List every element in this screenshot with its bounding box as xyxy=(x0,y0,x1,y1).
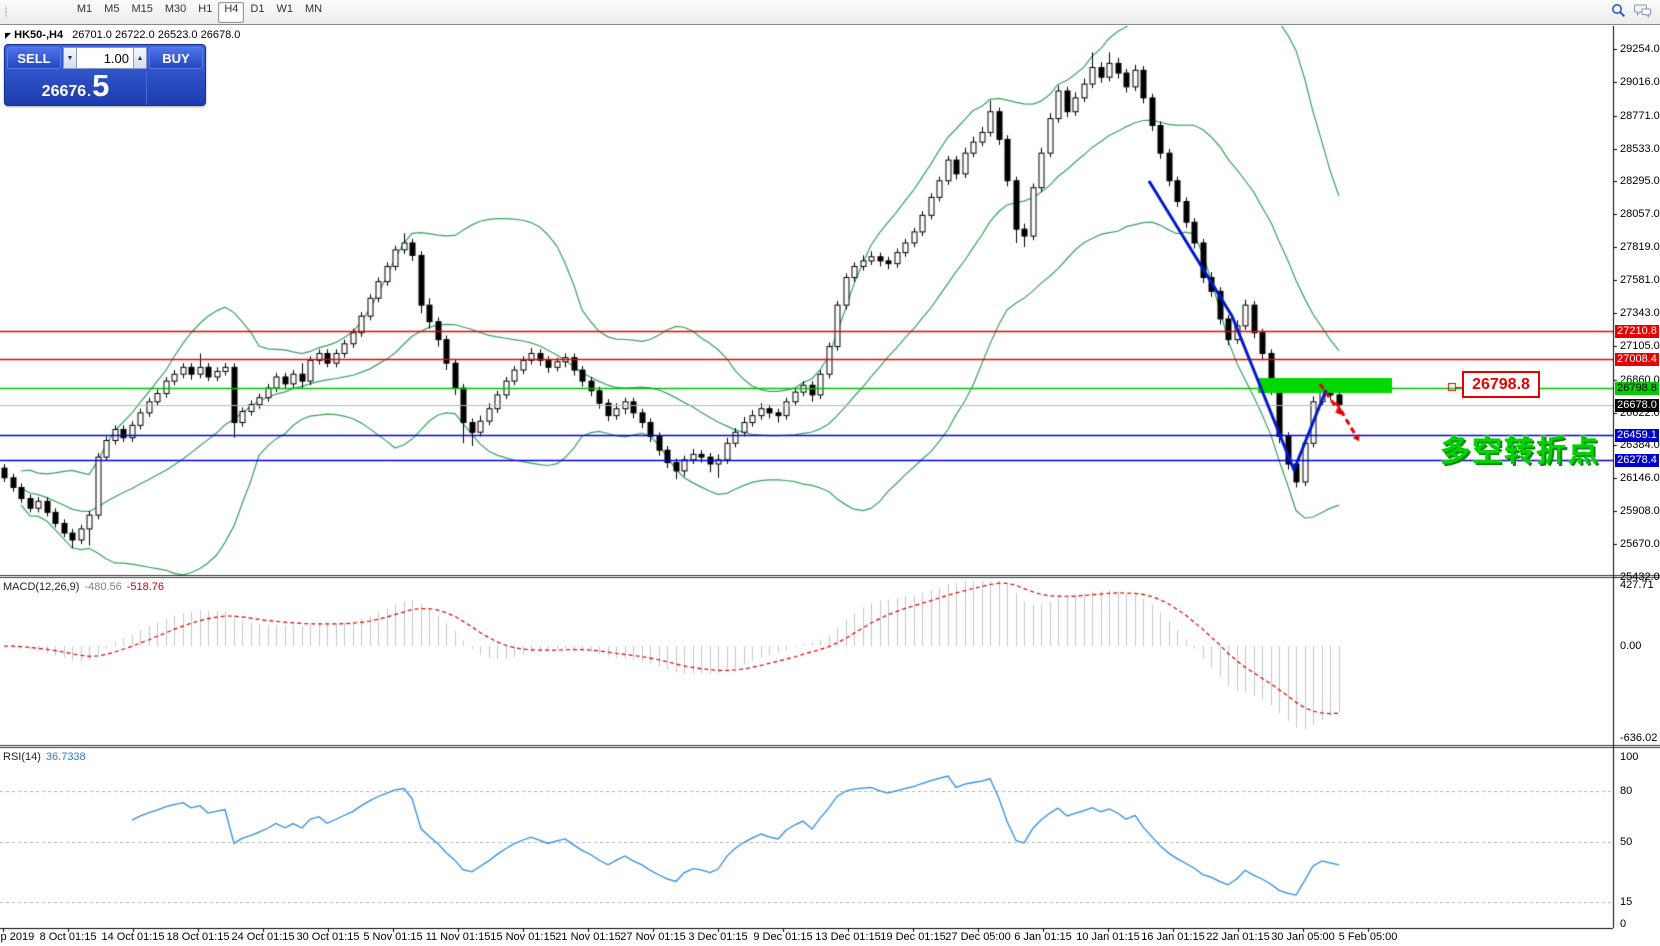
price-tick: 28295.0 xyxy=(1620,175,1660,188)
price-tick: 100 xyxy=(1620,751,1639,763)
timeframe-m1[interactable]: M1 xyxy=(76,2,93,15)
price-tick: 15 xyxy=(1620,895,1633,908)
one-click-trading-panel: SELL ▼ ▲ BUY 26676.5 26689.5 xyxy=(4,44,206,135)
price-tick: 25670.0 xyxy=(1620,538,1660,551)
price-level-label: 27008.4 xyxy=(1615,353,1659,367)
chart-shift-glyph: » xyxy=(7,0,14,1)
price-tick: 28533.0 xyxy=(1620,142,1660,155)
search-icon[interactable] xyxy=(1611,3,1626,21)
time-tick: 21 Nov 01:15 xyxy=(555,931,621,943)
price-tick: -636.02 xyxy=(1620,732,1658,744)
buy-button[interactable]: BUY xyxy=(149,47,203,69)
toolbar-separator xyxy=(5,6,7,18)
price-level-label: 26678.0 xyxy=(1615,398,1659,412)
time-tick: 19 Dec 01:15 xyxy=(880,931,946,943)
time-tick: 27 Dec 05:00 xyxy=(945,931,1011,943)
macd-signal-value: -518.76 xyxy=(126,581,165,593)
volume-input[interactable] xyxy=(77,47,133,69)
time-tick: 9 Dec 01:15 xyxy=(753,931,813,943)
timeframe-m30[interactable]: M30 xyxy=(164,2,187,15)
time-tick: 24 Oct 01:15 xyxy=(231,931,295,943)
price-tick: 27819.0 xyxy=(1620,241,1660,254)
price-tick: 50 xyxy=(1620,836,1633,848)
volume-down-button[interactable]: ▼ xyxy=(63,47,77,69)
close-value: 26678.0 xyxy=(200,29,241,41)
sell-button[interactable]: SELL xyxy=(7,47,61,69)
price-tick: 0 xyxy=(1620,918,1627,930)
volume-up-button[interactable]: ▲ xyxy=(133,47,147,69)
price-level-label: 26278.4 xyxy=(1615,454,1659,468)
sell-price[interactable]: 26676. 5 xyxy=(5,70,147,105)
price-tick: 27343.0 xyxy=(1620,307,1660,319)
timeframe-m5[interactable]: M5 xyxy=(104,2,120,15)
chart-arrow-icon: ◤ xyxy=(5,31,12,40)
price-tick: 29254.0 xyxy=(1620,43,1660,55)
time-tick: 5 Nov 01:15 xyxy=(363,931,423,943)
price-level-label: 26798.8 xyxy=(1615,382,1659,396)
time-tick: 10 Jan 01:15 xyxy=(1076,931,1140,943)
price-tick: 26146.0 xyxy=(1620,472,1660,485)
time-tick: 15 Nov 01:15 xyxy=(490,931,556,943)
time-tick: 14 Oct 01:15 xyxy=(101,931,165,943)
macd-main-value: -480.56 xyxy=(84,581,122,593)
price-tick: 27105.0 xyxy=(1620,339,1660,352)
high-value: 26722.0 xyxy=(114,29,155,41)
timeframe-h4[interactable]: H4 xyxy=(218,1,245,23)
price-axis[interactable]: 29254.0 29016.0 28771.0 28533.0 28295.0 28057… xyxy=(1614,26,1660,930)
open-value: 26701.0 xyxy=(72,29,112,41)
time-tick: 3 Dec 01:15 xyxy=(688,931,748,943)
price-tick: 28771.0 xyxy=(1620,109,1660,122)
buy-price[interactable]: 26689. 5 xyxy=(100,102,168,137)
time-tick: 16 Jan 01:15 xyxy=(1141,931,1205,943)
symbol-name: HK50-,H4 xyxy=(14,29,64,41)
time-tick: 30 Jan 05:00 xyxy=(1271,931,1335,943)
symbol-ohlc-line: ◤ HK50-,H4 26701.0 26722.0 26523.0 26678.… xyxy=(5,29,240,41)
price-tick: 26384.0 xyxy=(1620,439,1660,452)
chart-shift-button[interactable]: » xyxy=(2,0,71,6)
timeframe-mn[interactable]: MN xyxy=(304,2,323,15)
time-tick: 27 Nov 01:15 xyxy=(620,931,686,943)
time-tick: 30 Sep 2019 xyxy=(0,931,35,943)
rsi-label: RSI(14) 36.7338 xyxy=(3,751,86,763)
rsi-value: 36.7338 xyxy=(45,751,86,763)
time-tick: 22 Jan 01:15 xyxy=(1206,931,1270,943)
chart-canvas xyxy=(0,26,1660,946)
time-tick: 11 Nov 01:15 xyxy=(425,931,491,943)
time-tick: 6 Jan 01:15 xyxy=(1014,931,1072,943)
turning-point-annotation: 多空转折点 xyxy=(1440,435,1600,468)
price-callout-box: 26798.8 xyxy=(1462,371,1540,398)
timeframe-m15[interactable]: M15 xyxy=(131,2,153,15)
chart-area[interactable] xyxy=(0,26,1660,946)
price-tick: 0.00 xyxy=(1620,640,1642,652)
price-tick: 427.71 xyxy=(1620,579,1654,591)
timeframe-d1[interactable]: D1 xyxy=(250,2,265,15)
price-tick: 25432.0 xyxy=(1620,571,1660,583)
price-tick: 25908.0 xyxy=(1620,505,1660,518)
time-tick: 8 Oct 01:15 xyxy=(39,931,97,943)
price-level-label: 27210.8 xyxy=(1615,325,1659,339)
price-tick: 27581.0 xyxy=(1620,274,1660,287)
price-tick: 80 xyxy=(1620,785,1633,797)
macd-label: MACD(12,26,9) -480.56 -518.76 xyxy=(3,581,165,593)
toolbar: 新订单▤▦◎●自动交易║▮∿⊕⊖▦▶»+▼◷▼▧▼↖+│─╱╱E≡FAT↔▼ M… xyxy=(0,0,1660,353)
price-tick: 28057.0 xyxy=(1620,208,1660,221)
time-tick: 13 Dec 01:15 xyxy=(815,931,881,943)
timeframe-h1[interactable]: H1 xyxy=(198,2,213,15)
price-level-label: 26459.1 xyxy=(1615,429,1659,443)
time-tick: 18 Oct 01:15 xyxy=(166,931,230,943)
timeframe-w1[interactable]: W1 xyxy=(276,2,293,15)
price-tick: 29016.0 xyxy=(1620,75,1660,88)
time-tick: 5 Feb 05:00 xyxy=(1338,931,1398,943)
chat-icon[interactable] xyxy=(1633,3,1652,21)
time-tick: 30 Oct 01:15 xyxy=(296,931,360,943)
low-value: 26523.0 xyxy=(157,29,198,41)
